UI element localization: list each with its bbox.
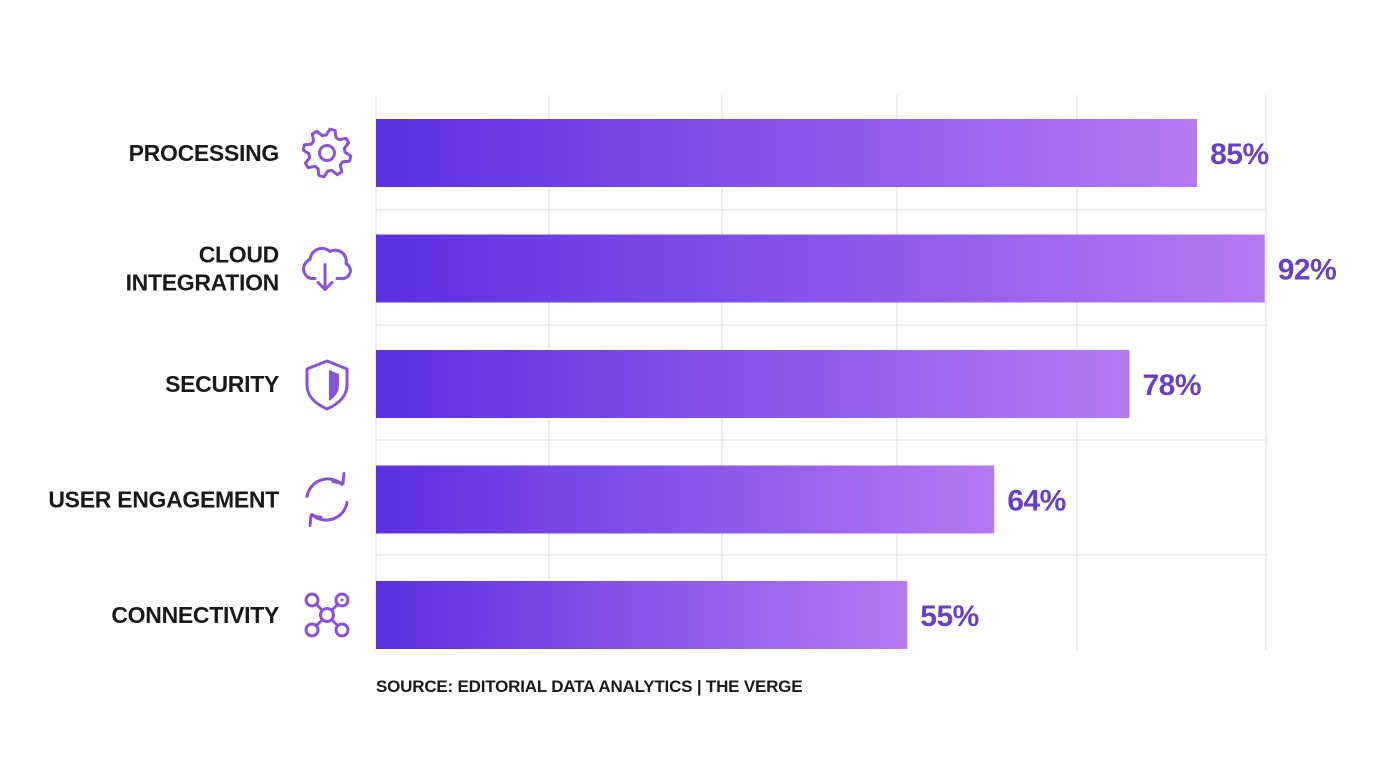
bar-cloud-integration [376,234,1265,303]
category-icons [301,127,353,638]
category-label: SECURITY [165,371,279,397]
value-label: 85% [1210,138,1269,171]
bars [376,119,1265,649]
category-label: CONNECTIVITY [111,602,279,628]
value-labels: 85% 92% 78% 64% 55% [920,138,1336,633]
category-label: CLOUD INTEGRATION [126,242,279,296]
cloud-download-icon [302,246,352,291]
shield-icon [305,359,349,411]
value-label: 78% [1142,369,1201,402]
refresh-icon [305,472,349,527]
gear-icon [301,127,353,179]
bar-processing [376,119,1198,187]
bar-security [376,350,1130,418]
bar-connectivity [376,581,908,649]
network-icon [304,592,350,638]
source-note: SOURCE: EDITORIAL DATA ANALYTICS | THE V… [376,677,803,696]
category-label: PROCESSING [129,140,279,166]
value-label: 64% [1007,485,1066,518]
bar-user-engagement [376,465,995,534]
category-label: USER ENGAGEMENT [48,487,279,513]
value-label: 55% [920,600,979,633]
value-label: 92% [1278,254,1337,287]
category-labels: PROCESSING CLOUD INTEGRATION SECURITY USER E… [48,140,279,628]
